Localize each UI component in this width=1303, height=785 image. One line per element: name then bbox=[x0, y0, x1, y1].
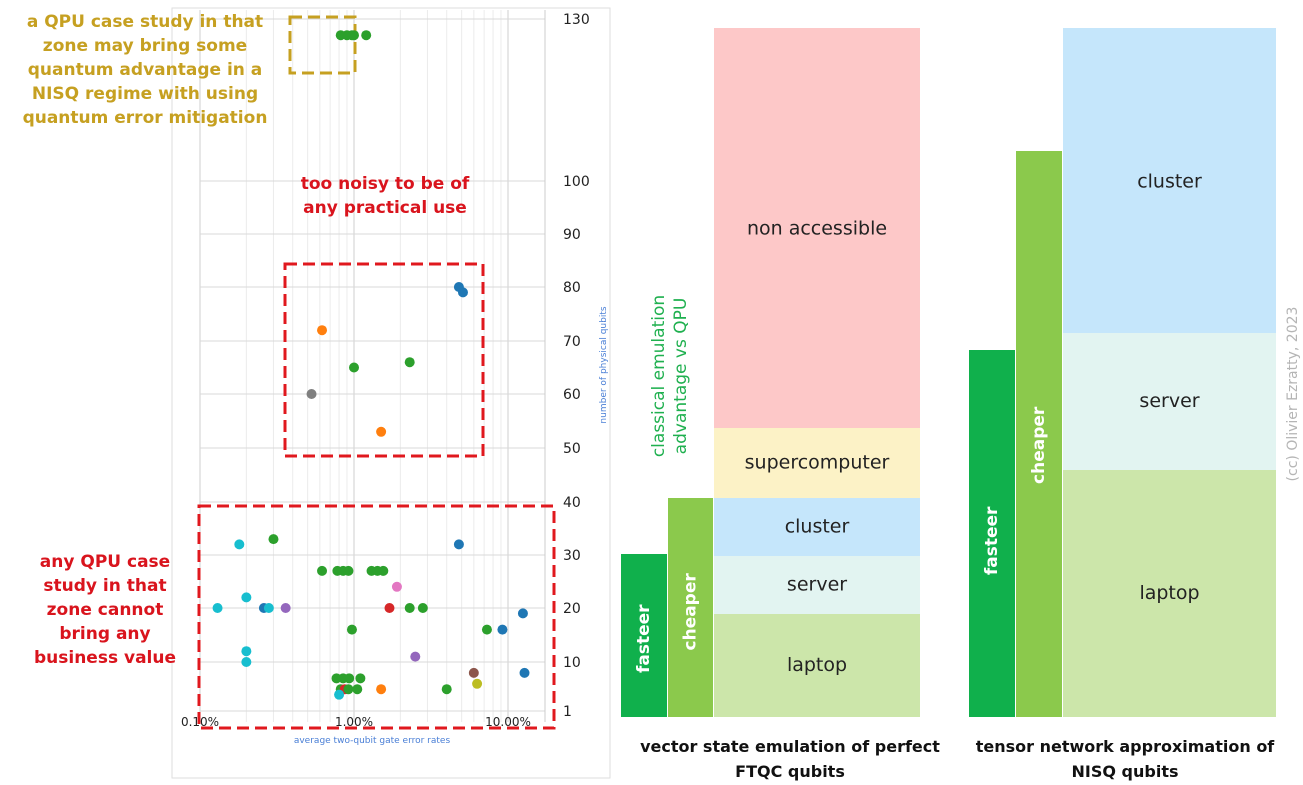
segment-cluster bbox=[714, 498, 920, 556]
data-point bbox=[417, 603, 428, 613]
bar-label: fasteer bbox=[982, 506, 1002, 575]
bar-fasteer bbox=[969, 350, 1015, 717]
data-point bbox=[344, 673, 355, 684]
data-point bbox=[376, 426, 387, 437]
data-point bbox=[349, 30, 359, 41]
y-tick-label: 1 bbox=[563, 704, 572, 720]
too-noisy-annotation: too noisy to be of any practical use bbox=[300, 174, 470, 218]
data-point bbox=[241, 657, 252, 667]
y-tick-label: 70 bbox=[563, 334, 581, 350]
data-point bbox=[404, 357, 415, 368]
y-axis-label: number of physical qubits bbox=[599, 306, 609, 423]
data-point bbox=[241, 592, 252, 603]
data-point bbox=[212, 603, 223, 613]
bar-cheaper bbox=[1016, 151, 1062, 717]
bar-label: fasteer bbox=[634, 604, 654, 673]
segment-server bbox=[1063, 333, 1276, 470]
segment-laptop bbox=[714, 614, 920, 717]
y-tick-label: 100 bbox=[563, 174, 590, 190]
segment-label: supercomputer bbox=[745, 452, 890, 474]
segment-cluster bbox=[1063, 28, 1276, 333]
y-tick-label: 50 bbox=[563, 441, 581, 457]
segment-label: cluster bbox=[1137, 171, 1202, 193]
advantage-zone-box bbox=[288, 15, 357, 75]
data-point bbox=[517, 608, 528, 619]
data-point bbox=[343, 684, 354, 695]
data-point bbox=[334, 689, 345, 700]
data-point bbox=[404, 603, 415, 613]
segment-label: cluster bbox=[785, 516, 850, 538]
segment-label: non accessible bbox=[747, 218, 887, 240]
data-point bbox=[453, 539, 464, 550]
data-point bbox=[457, 287, 468, 298]
emulation-advantage-label: classical emulation advantage vs QPU bbox=[649, 294, 691, 458]
bar-fasteer bbox=[621, 554, 667, 717]
copyright-label: (cc) Olivier Ezratty, 2023 bbox=[1285, 306, 1301, 482]
data-point bbox=[376, 684, 387, 695]
segment-laptop bbox=[1063, 470, 1276, 717]
data-point bbox=[241, 646, 252, 657]
data-point bbox=[343, 565, 354, 576]
y-tick-label: 60 bbox=[563, 387, 581, 403]
data-point bbox=[268, 534, 279, 545]
too-noisy-zone-box bbox=[283, 262, 485, 458]
segment-non-accessible bbox=[714, 28, 920, 428]
segment-label: server bbox=[1139, 390, 1199, 412]
data-point bbox=[472, 678, 483, 689]
caption-vector-state: vector state emulation of perfect FTQC q… bbox=[640, 737, 940, 781]
data-point bbox=[361, 30, 372, 41]
x-axis-label: average two-qubit gate error rates bbox=[294, 736, 451, 746]
qpu-advantage-annotation: a QPU case study in that zone may bring … bbox=[22, 12, 268, 128]
y-tick-label: 20 bbox=[563, 601, 581, 617]
y-tick-label: 80 bbox=[563, 280, 581, 296]
y-tick-label: 90 bbox=[563, 227, 581, 243]
data-point bbox=[441, 684, 452, 695]
data-point bbox=[317, 325, 328, 336]
data-point bbox=[468, 667, 479, 678]
segment-supercomputer bbox=[714, 428, 920, 498]
data-point bbox=[497, 624, 508, 635]
data-point bbox=[481, 624, 492, 635]
data-point bbox=[349, 362, 359, 373]
data-point bbox=[410, 651, 421, 662]
segment-server bbox=[714, 556, 920, 614]
scatter-frame bbox=[171, 7, 611, 779]
data-point bbox=[391, 581, 402, 592]
data-point bbox=[306, 389, 317, 399]
bar-label: cheaper bbox=[1029, 406, 1049, 484]
emulation-bar-charts: fasteer cheaper laptop server cluster superco… bbox=[621, 28, 1276, 717]
segment-label: laptop bbox=[1139, 582, 1199, 604]
y-tick-label: 30 bbox=[563, 548, 581, 564]
y-tick-label: 10 bbox=[563, 655, 581, 671]
y-tick-label: 40 bbox=[563, 495, 581, 511]
data-point bbox=[346, 624, 357, 635]
bar-label: cheaper bbox=[681, 573, 701, 651]
data-point bbox=[355, 673, 366, 684]
no-value-annotation: any QPU case study in that zone cannot b… bbox=[33, 552, 177, 668]
segment-label: laptop bbox=[787, 654, 847, 676]
y-tick-label: 130 bbox=[563, 12, 590, 28]
data-point bbox=[378, 565, 389, 576]
data-point bbox=[317, 565, 328, 576]
x-tick-label: 1.00% bbox=[335, 715, 373, 729]
data-point bbox=[384, 603, 395, 613]
caption-tensor-network: tensor network approximation of NISQ qub… bbox=[975, 737, 1275, 781]
data-point bbox=[519, 667, 530, 678]
bar-cheaper bbox=[668, 498, 713, 717]
data-point bbox=[352, 684, 363, 695]
segment-label: server bbox=[787, 574, 847, 596]
data-point bbox=[280, 603, 291, 613]
data-point bbox=[263, 603, 274, 613]
x-tick-label: 10.00% bbox=[485, 715, 531, 729]
data-point bbox=[234, 539, 245, 550]
